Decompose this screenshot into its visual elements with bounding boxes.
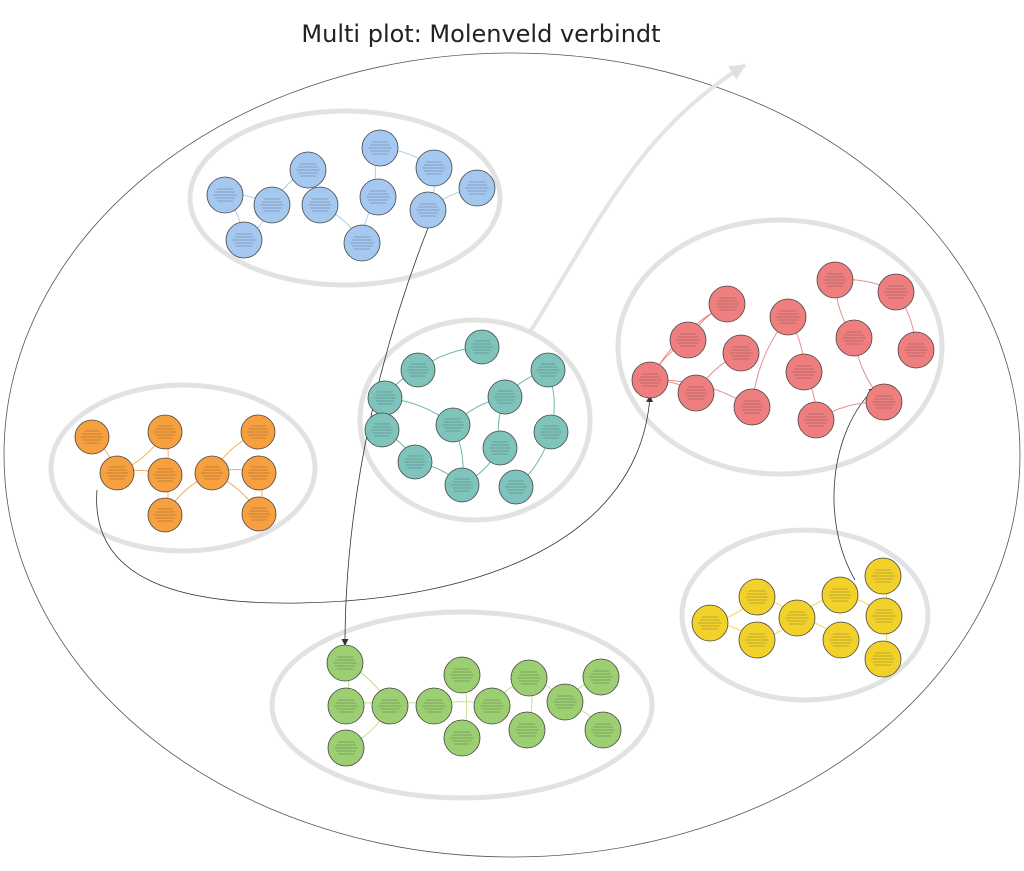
- red-node[interactable]: [708, 285, 746, 323]
- blue-node[interactable]: [415, 149, 453, 187]
- teal-node[interactable]: [533, 414, 569, 450]
- green-node[interactable]: [582, 658, 620, 696]
- red-node[interactable]: [669, 321, 707, 359]
- red-node[interactable]: [816, 261, 854, 299]
- blue-node[interactable]: [225, 221, 263, 259]
- teal-node[interactable]: [397, 444, 433, 480]
- red-node[interactable]: [897, 331, 935, 369]
- orange-node[interactable]: [99, 455, 135, 491]
- orange-node[interactable]: [74, 419, 110, 455]
- green-node[interactable]: [584, 711, 622, 749]
- cluster-orange-outline: [48, 382, 318, 554]
- diagram-title: Multi plot: Molenveld verbindt: [301, 20, 661, 48]
- yellow-node[interactable]: [865, 597, 903, 635]
- cluster-green-outline: [269, 609, 655, 801]
- teal-node[interactable]: [444, 467, 480, 503]
- cluster-blue-outline: [187, 108, 503, 288]
- orange-node[interactable]: [241, 496, 277, 532]
- blue-node[interactable]: [458, 169, 496, 207]
- cluster-blue: [206, 129, 496, 262]
- green-node[interactable]: [326, 644, 364, 682]
- cluster-green: [326, 644, 622, 767]
- yellow-node[interactable]: [864, 557, 902, 595]
- green-node[interactable]: [508, 711, 546, 749]
- red-node[interactable]: [865, 383, 903, 421]
- yellow-node[interactable]: [738, 621, 776, 659]
- cluster-yellow-outline: [679, 527, 931, 703]
- red-node[interactable]: [769, 298, 807, 336]
- blue-node[interactable]: [409, 191, 447, 229]
- orange-to-red-link: [96, 395, 654, 604]
- yellow-node[interactable]: [738, 578, 776, 616]
- blue-node[interactable]: [253, 186, 291, 224]
- red-node[interactable]: [797, 401, 835, 439]
- cluster-yellow: [691, 557, 903, 678]
- yellow-node[interactable]: [822, 621, 860, 659]
- cluster-teal-outline: [357, 317, 593, 523]
- teal-node[interactable]: [400, 352, 436, 388]
- outer-boundary: [3, 52, 1021, 858]
- cluster-red: [631, 261, 935, 439]
- blue-node[interactable]: [206, 176, 244, 214]
- orange-node[interactable]: [147, 497, 183, 533]
- red-node[interactable]: [785, 353, 823, 391]
- yellow-node[interactable]: [691, 604, 729, 642]
- green-node[interactable]: [371, 687, 409, 725]
- red-node[interactable]: [835, 319, 873, 357]
- blue-node[interactable]: [343, 224, 381, 262]
- yellow-node[interactable]: [821, 576, 859, 614]
- red-node[interactable]: [733, 388, 771, 426]
- blue-node[interactable]: [289, 151, 327, 189]
- green-node[interactable]: [327, 729, 365, 767]
- teal-node[interactable]: [464, 329, 500, 365]
- cluster-orange: [74, 414, 277, 533]
- main-direction-arrow: [528, 63, 747, 334]
- teal-node[interactable]: [498, 469, 534, 505]
- orange-node[interactable]: [147, 457, 183, 493]
- teal-node[interactable]: [487, 379, 523, 415]
- teal-node[interactable]: [364, 412, 400, 448]
- blue-node[interactable]: [359, 178, 397, 216]
- teal-node[interactable]: [435, 407, 471, 443]
- teal-node[interactable]: [482, 430, 518, 466]
- yellow-node[interactable]: [778, 599, 816, 637]
- green-node[interactable]: [327, 687, 365, 725]
- orange-node[interactable]: [194, 455, 230, 491]
- green-node[interactable]: [510, 659, 548, 697]
- orange-node[interactable]: [241, 455, 277, 491]
- yellow-to-red-link: [833, 387, 876, 581]
- red-node[interactable]: [677, 374, 715, 412]
- red-node[interactable]: [722, 334, 760, 372]
- blue-node[interactable]: [361, 129, 399, 167]
- cluster-teal: [364, 329, 569, 505]
- orange-node[interactable]: [240, 414, 276, 450]
- red-node[interactable]: [877, 273, 915, 311]
- orange-node[interactable]: [147, 414, 183, 450]
- cluster-red-outline: [615, 217, 945, 477]
- green-node[interactable]: [443, 719, 481, 757]
- blue-node[interactable]: [301, 186, 339, 224]
- green-node[interactable]: [546, 683, 584, 721]
- green-node[interactable]: [415, 687, 453, 725]
- teal-node[interactable]: [530, 352, 566, 388]
- green-node[interactable]: [443, 656, 481, 694]
- green-node[interactable]: [473, 687, 511, 725]
- red-node[interactable]: [631, 361, 669, 399]
- yellow-node[interactable]: [864, 640, 902, 678]
